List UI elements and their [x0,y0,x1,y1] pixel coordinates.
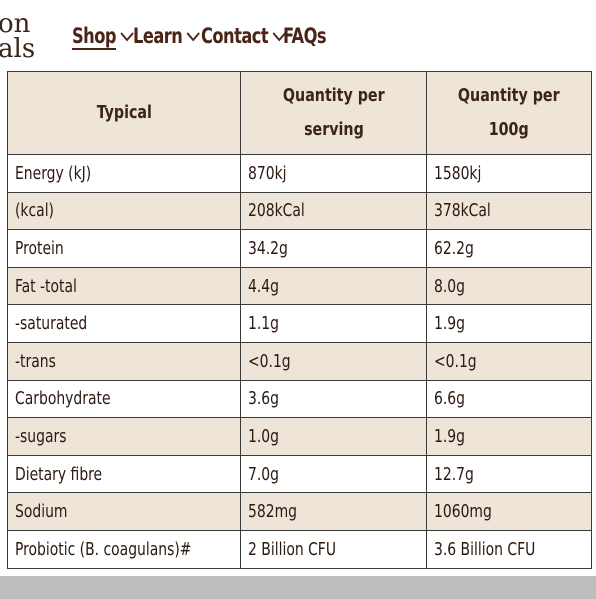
cell-per-serving: 870kj [240,154,427,193]
cell-nutrient: Carbohydrate [7,379,241,419]
cell-per-serving: 1.0g [240,417,427,456]
table-row: Fat -total 4.4g 8.0g [7,266,592,306]
cell-per-100g: <0.1g [426,341,592,381]
header-typical: Typical [7,71,241,155]
header-per-100g: Quantity per 100g [426,71,592,155]
site-header: on als Shop Learn Contact FAQs [0,0,596,84]
cell-per-100g: 6.6g [426,379,592,419]
table-row: Dietary fibre 7.0g 12.7g [7,454,592,494]
cell-per-serving: <0.1g [240,341,427,381]
chevron-down-icon [186,30,201,42]
nutrition-table: Typical Quantity per serving Quantity pe… [7,71,592,569]
nav-item-shop-label: Shop [72,24,117,48]
cell-per-100g: 1580kj [426,154,592,193]
cell-per-serving: 582mg [240,492,427,531]
cell-per-serving: 2 Billion CFU [240,529,427,569]
cell-per-serving: 1.1g [240,304,427,343]
cell-nutrient: Protein [7,229,241,268]
nav-item-contact[interactable]: Contact [201,24,287,48]
header-per-serving: Quantity per serving [240,71,427,155]
nutrition-table-body: Energy (kJ) 870kj 1580kj (kcal) 208kCal 378kC… [7,154,592,569]
cell-per-100g: 378kCal [426,191,592,231]
cell-per-100g: 1.9g [426,304,592,343]
cell-nutrient: -sugars [7,417,241,456]
cell-per-100g: 12.7g [426,454,592,494]
cell-nutrient: Dietary fibre [7,454,241,494]
nav-item-learn[interactable]: Learn [133,24,201,48]
table-row: -trans <0.1g <0.1g [7,341,592,381]
cell-per-serving: 3.6g [240,379,427,419]
cell-per-serving: 7.0g [240,454,427,494]
table-row: Probiotic (B. coagulans)# 2 Billion CFU 3.… [7,529,592,569]
cell-per-serving: 4.4g [240,266,427,306]
nav-item-faqs[interactable]: FAQs [282,24,327,48]
table-row: Carbohydrate 3.6g 6.6g [7,379,592,419]
nav-item-learn-label: Learn [133,24,183,48]
cell-nutrient: Energy (kJ) [7,154,241,193]
table-row: Sodium 582mg 1060mg [7,492,592,531]
cell-per-100g: 3.6 Billion CFU [426,529,592,569]
table-row: Protein 34.2g 62.2g [7,229,592,268]
header-per-100g-line-1: Quantity per [458,85,560,106]
table-row: Energy (kJ) 870kj 1580kj [7,154,592,193]
cell-per-serving: 208kCal [240,191,427,231]
cell-nutrient: (kcal) [7,191,241,231]
bottom-bar [0,576,596,599]
chevron-down-icon [271,30,286,42]
header-per-serving-line-1: Quantity per [282,85,385,106]
site-logo[interactable]: on als [0,9,36,64]
table-row: -saturated 1.1g 1.9g [7,304,592,343]
nav-item-faqs-label: FAQs [282,24,327,48]
cell-per-100g: 1060mg [426,492,592,531]
table-header-row: Typical Quantity per serving Quantity pe… [7,71,592,155]
main-nav: Shop Learn Contact FAQs [72,20,333,52]
nav-item-contact-label: Contact [200,24,269,48]
cell-nutrient: Probiotic (B. coagulans)# [7,529,241,569]
table-row: -sugars 1.0g 1.9g [7,417,592,456]
cell-nutrient: Sodium [7,492,241,531]
logo-line-1: on [0,9,31,39]
table-row: (kcal) 208kCal 378kCal [7,191,592,231]
logo-line-2: als [0,34,36,64]
cell-per-100g: 8.0g [426,266,592,306]
nav-item-shop[interactable]: Shop [72,24,135,48]
cell-nutrient: -saturated [7,304,241,343]
header-per-100g-line-2: 100g [489,119,529,140]
cell-nutrient: -trans [7,341,241,381]
cell-per-100g: 1.9g [426,417,592,456]
cell-nutrient: Fat -total [7,266,241,306]
chevron-down-icon [119,30,134,42]
cell-per-100g: 62.2g [426,229,592,268]
cell-per-serving: 34.2g [240,229,427,268]
header-per-serving-line-2: serving [303,119,364,140]
